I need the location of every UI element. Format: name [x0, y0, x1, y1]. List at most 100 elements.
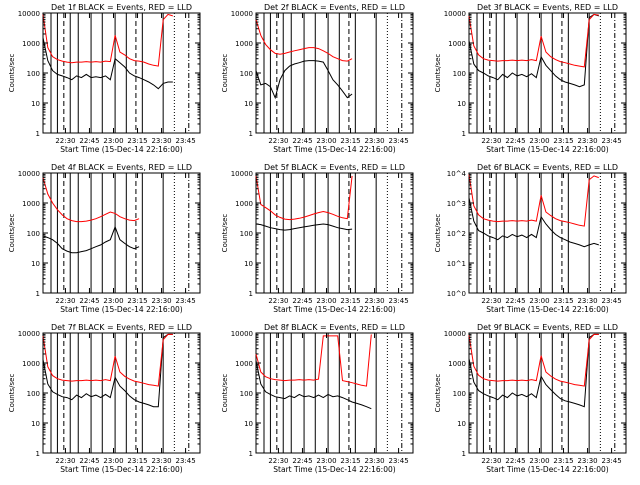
y-axis-label: Counts/sec: [434, 54, 442, 93]
x-tick-label: 23:30: [151, 457, 171, 465]
x-axis-label: Start Time (15-Dec-14 22:16:00): [273, 145, 395, 154]
y-tick-label: 10000: [18, 170, 40, 178]
x-tick-label: 22:30: [55, 137, 75, 145]
series-line-events: [255, 223, 353, 231]
x-tick-label: 23:30: [577, 297, 597, 305]
y-tick-label: 10: [31, 100, 40, 108]
panel-title: Det 5f BLACK = Events, RED = LLD: [264, 163, 405, 172]
x-tick-label: 23:30: [151, 297, 171, 305]
x-axis-label: Start Time (15-Dec-14 22:16:00): [486, 465, 608, 474]
x-tick-label: 22:30: [481, 457, 501, 465]
x-tick-label: 23:15: [340, 297, 360, 305]
x-tick-label: 23:15: [553, 457, 573, 465]
x-tick-label: 23:15: [340, 137, 360, 145]
series-line-events: [42, 333, 173, 408]
plot-frame: [468, 172, 627, 294]
x-tick-label: 22:30: [55, 457, 75, 465]
series-line-lld: [468, 333, 599, 387]
x-tick-label: 22:45: [292, 457, 312, 465]
series-line-events: [42, 225, 140, 254]
y-tick-label: 1000: [22, 360, 40, 368]
x-axis-label: Start Time (15-Dec-14 22:16:00): [60, 145, 182, 154]
x-tick-label: 23:00: [529, 457, 549, 465]
plot-frame: [42, 332, 201, 454]
y-tick-label: 10^3: [447, 200, 466, 208]
series-line-events: [255, 360, 372, 410]
panel-title: Det 9f BLACK = Events, RED = LLD: [477, 323, 618, 332]
series-line-lld: [42, 333, 173, 387]
x-tick-label: 23:45: [175, 457, 195, 465]
y-tick-label: 10000: [444, 330, 466, 338]
x-tick-label: 23:45: [601, 457, 621, 465]
x-axis-label: Start Time (15-Dec-14 22:16:00): [273, 465, 395, 474]
y-tick-label: 100: [27, 70, 40, 78]
series-line-lld: [255, 19, 353, 62]
y-tick-label: 100: [27, 390, 40, 398]
x-tick-label: 23:45: [388, 457, 408, 465]
x-tick-label: 22:30: [268, 297, 288, 305]
y-axis-label: Counts/sec: [221, 374, 229, 413]
x-tick-label: 23:00: [316, 457, 336, 465]
y-tick-label: 10: [31, 260, 40, 268]
series-line-lld: [255, 334, 372, 387]
y-tick-label: 1000: [235, 360, 253, 368]
y-tick-label: 1: [249, 290, 253, 298]
x-tick-label: 23:45: [601, 137, 621, 145]
y-tick-label: 10000: [444, 10, 466, 18]
y-tick-label: 10000: [231, 10, 253, 18]
panel-title: Det 2f BLACK = Events, RED = LLD: [264, 3, 405, 12]
y-tick-label: 1000: [235, 40, 253, 48]
x-tick-label: 22:45: [292, 297, 312, 305]
x-tick-label: 22:30: [268, 457, 288, 465]
panel-title: Det 6f BLACK = Events, RED = LLD: [477, 163, 618, 172]
panel-6: Det 6f BLACK = Events, RED = LLD 10^0 10^1…: [434, 163, 627, 314]
series-line-lld: [255, 175, 353, 221]
x-tick-label: 23:00: [103, 137, 123, 145]
series-line-events: [42, 37, 173, 90]
y-tick-label: 1: [462, 130, 466, 138]
series-line-events: [255, 60, 353, 100]
x-tick-label: 23:30: [364, 457, 384, 465]
x-tick-label: 22:30: [55, 297, 75, 305]
plot-frame: [42, 172, 201, 294]
panel-2: Det 2f BLACK = Events, RED = LLD 1 10 100 10…: [221, 3, 414, 154]
y-tick-label: 100: [453, 390, 466, 398]
panel-3: Det 3f BLACK = Events, RED = LLD 1 10 100 10…: [434, 3, 627, 154]
x-tick-label: 22:45: [79, 297, 99, 305]
y-tick-label: 10: [457, 100, 466, 108]
x-tick-label: 22:30: [268, 137, 288, 145]
y-tick-label: 1: [249, 450, 253, 458]
x-tick-label: 22:30: [481, 297, 501, 305]
x-tick-label: 23:00: [316, 297, 336, 305]
y-axis-label: Counts/sec: [8, 214, 16, 253]
y-axis-label: Counts/sec: [221, 54, 229, 93]
y-tick-label: 10000: [231, 170, 253, 178]
x-tick-label: 22:45: [505, 137, 525, 145]
x-axis-label: Start Time (15-Dec-14 22:16:00): [60, 465, 182, 474]
y-axis-label: Counts/sec: [8, 374, 16, 413]
y-axis-label: Counts/sec: [434, 374, 442, 413]
y-tick-label: 10000: [231, 330, 253, 338]
panel-9: Det 9f BLACK = Events, RED = LLD 1 10 100 10…: [434, 323, 627, 474]
x-tick-label: 23:30: [364, 297, 384, 305]
panel-4: Det 4f BLACK = Events, RED = LLD 1 10 100 10…: [8, 163, 201, 314]
y-tick-label: 1: [36, 290, 40, 298]
y-tick-label: 10^2: [447, 230, 466, 238]
plot-frame: [255, 12, 414, 134]
x-tick-label: 22:45: [79, 457, 99, 465]
panel-title: Det 8f BLACK = Events, RED = LLD: [264, 323, 405, 332]
x-tick-label: 23:45: [388, 297, 408, 305]
series-line-lld: [468, 13, 599, 68]
series-line-events: [468, 333, 599, 408]
x-tick-label: 23:45: [175, 297, 195, 305]
y-tick-label: 1: [249, 130, 253, 138]
panel-5: Det 5f BLACK = Events, RED = LLD 1 10 100 10…: [221, 163, 414, 314]
x-tick-label: 23:45: [388, 137, 408, 145]
x-tick-label: 23:30: [577, 457, 597, 465]
x-axis-label: Start Time (15-Dec-14 22:16:00): [486, 305, 608, 314]
plot-frame: [255, 332, 414, 454]
y-tick-label: 100: [27, 230, 40, 238]
x-tick-label: 23:00: [316, 137, 336, 145]
